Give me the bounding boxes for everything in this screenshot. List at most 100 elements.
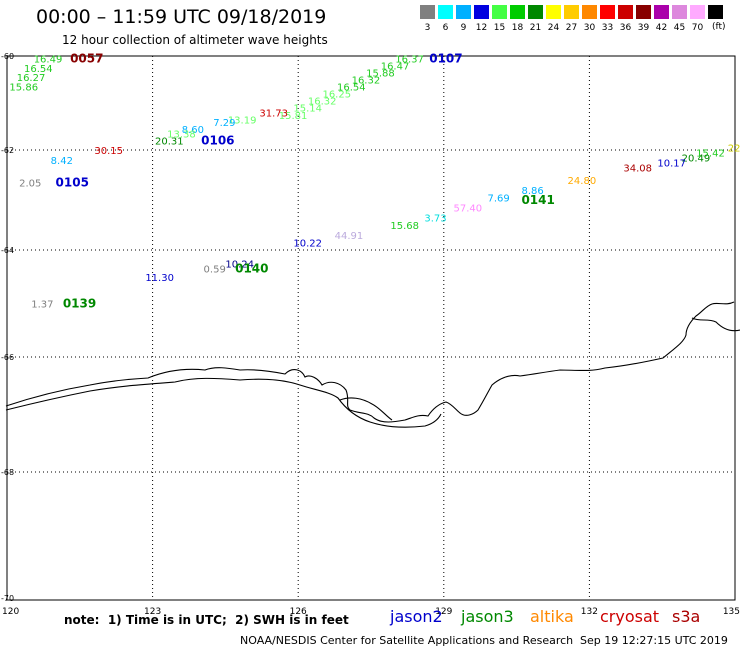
legend-label: 12 <box>475 23 488 33</box>
wave-height-label: 13.19 <box>228 115 257 126</box>
legend-label: 36 <box>619 23 632 33</box>
wave-height-label: 15.86 <box>9 83 38 94</box>
lon-tick-label: 123 <box>144 607 161 617</box>
wave-height-label: 30.15 <box>94 146 123 157</box>
wave-height-label: 16.49 <box>34 54 63 65</box>
pass-label: 0141 <box>521 193 554 207</box>
wave-height-label: 11.30 <box>145 273 174 284</box>
wave-height-label: 8.86 <box>521 186 543 197</box>
coastline-east <box>691 317 740 332</box>
pass-label: 0057 <box>70 51 103 65</box>
legend-swatch <box>618 5 633 19</box>
wave-height-label: 10.17 <box>657 159 686 170</box>
legend-swatch <box>582 5 597 19</box>
lat-tick-label: -64 <box>1 246 14 255</box>
legend-label: 18 <box>511 23 524 33</box>
satellite-s3a: s3a <box>672 607 701 626</box>
wave-height-label: 0.59 <box>204 265 226 276</box>
wave-height-label: 34.08 <box>623 164 652 175</box>
lon-tick-label: 120 <box>2 607 19 617</box>
pass-label: 0139 <box>63 297 96 311</box>
wave-height-label: 15.88 <box>366 68 395 79</box>
legend-swatch <box>654 5 669 19</box>
legend-swatch <box>456 5 471 19</box>
wave-height-label: 10.24 <box>225 259 254 270</box>
legend-swatch <box>546 5 561 19</box>
legend-swatch <box>564 5 579 19</box>
wave-height-label: 16.27 <box>17 73 46 84</box>
wave-height-label: 22.9 <box>728 144 740 155</box>
wave-height-label: 15.42 <box>696 149 725 160</box>
lon-tick-label: 129 <box>435 607 452 617</box>
wave-height-label: 16.37 <box>395 54 424 65</box>
legend-swatch <box>474 5 489 19</box>
wave-height-label: 8.42 <box>51 156 73 167</box>
satellite-cryosat: cryosat <box>600 607 660 626</box>
wave-height-label: 16.47 <box>381 61 410 72</box>
wave-height-label: 20.31 <box>155 137 184 148</box>
legend-swatch <box>528 5 543 19</box>
footer-credit: NOAA/NESDIS Center for Satellite Applica… <box>240 634 574 647</box>
legend-label: 30 <box>583 23 596 33</box>
wave-height-label: 16.32 <box>308 97 337 108</box>
wave-height-label: 3.73 <box>424 214 446 225</box>
wave-height-label: 16.54 <box>24 64 53 75</box>
legend-label: 33 <box>601 23 614 33</box>
lat-tick-label: -68 <box>1 468 14 477</box>
satellite-jason3: jason3 <box>461 607 514 626</box>
legend-units: (ft) <box>712 22 726 32</box>
wave-height-label: 57.40 <box>454 204 483 215</box>
coastline-bay <box>339 397 393 421</box>
coastline <box>5 301 735 423</box>
lon-tick-label: 135 <box>723 607 740 617</box>
wave-height-label: 10.22 <box>293 239 322 250</box>
lat-tick-label: -62 <box>1 146 14 155</box>
legend-label: 15 <box>493 23 506 33</box>
wave-height-label: 13.38 <box>167 130 196 141</box>
legend-swatch <box>636 5 651 19</box>
lat-tick-label: -70 <box>1 594 14 603</box>
wave-height-label: 15.14 <box>293 104 322 115</box>
wave-height-label: 44.91 <box>335 231 364 242</box>
legend-label: 3 <box>424 23 431 33</box>
legend-swatch <box>438 5 453 19</box>
footer-note: note: 1) Time is in UTC; 2) SWH is in fe… <box>64 613 349 627</box>
wave-height-label: 16.32 <box>352 76 381 87</box>
coastline-inner <box>5 377 442 428</box>
legend-label: 24 <box>547 23 560 33</box>
legend-swatch <box>492 5 507 19</box>
map-frame <box>6 55 736 601</box>
lat-tick-label: -60 <box>1 52 14 61</box>
map-subtitle: 12 hour collection of altimeter wave hei… <box>62 33 328 47</box>
legend-label: 6 <box>442 23 449 33</box>
pass-label: 0140 <box>235 262 268 276</box>
wave-height-label: 24.80 <box>568 176 597 187</box>
legend-label: 42 <box>655 23 668 33</box>
legend-label: 9 <box>460 23 467 33</box>
legend-swatch <box>600 5 615 19</box>
legend-swatch <box>672 5 687 19</box>
pass-label: 0106 <box>201 134 234 148</box>
wave-height-label: 16.25 <box>322 90 351 101</box>
wave-height-label: 2.05 <box>19 179 41 190</box>
wave-height-label: 15.81 <box>279 111 308 122</box>
legend-swatch <box>708 5 723 19</box>
legend-swatch <box>420 5 435 19</box>
legend-label: 45 <box>673 23 686 33</box>
wave-height-label: 15.68 <box>390 221 419 232</box>
wave-height-label: 7.29 <box>213 118 235 129</box>
wave-height-label: 20.49 <box>682 154 711 165</box>
lon-tick-label: 126 <box>290 607 307 617</box>
wave-height-label: 8.60 <box>182 125 204 136</box>
satellite-altika: altika <box>530 607 574 626</box>
wave-height-label: 7.69 <box>487 194 509 205</box>
wave-height-label: 1.37 <box>31 300 53 311</box>
legend-label: 27 <box>565 23 578 33</box>
wave-height-label: 16.54 <box>337 83 366 94</box>
map-title: 00:00 – 11:59 UTC 09/18/2019 <box>36 6 327 28</box>
legend-label: 39 <box>637 23 650 33</box>
pass-label: 0105 <box>56 176 89 190</box>
lat-lon-grid: 120 123 126 129 132 135 -60 -62 -64 -66 -68 -70 <box>1 52 740 617</box>
